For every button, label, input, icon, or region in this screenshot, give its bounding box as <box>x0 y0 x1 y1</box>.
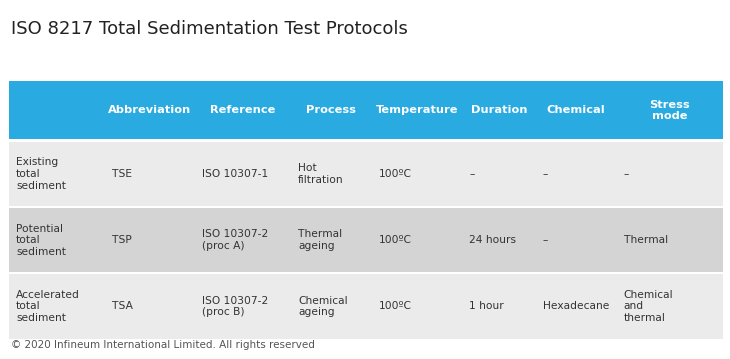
Text: ISO 10307-2
(proc B): ISO 10307-2 (proc B) <box>201 296 268 317</box>
Text: Temperature: Temperature <box>375 105 458 115</box>
Text: TSA: TSA <box>112 302 134 312</box>
Text: 100ºC: 100ºC <box>379 302 412 312</box>
Bar <box>291 142 372 206</box>
Bar <box>105 142 194 206</box>
Text: Hexadecane: Hexadecane <box>543 302 610 312</box>
Bar <box>9 81 105 140</box>
Text: © 2020 Infineum International Limited. All rights reserved: © 2020 Infineum International Limited. A… <box>11 340 315 350</box>
Bar <box>462 81 536 140</box>
Bar <box>536 81 616 140</box>
Text: 24 hours: 24 hours <box>469 235 516 245</box>
Bar <box>9 142 105 206</box>
Bar <box>194 142 291 206</box>
Bar <box>9 272 723 274</box>
Text: Process: Process <box>306 105 356 115</box>
Bar <box>9 206 723 208</box>
Text: TSP: TSP <box>112 235 132 245</box>
Text: Reference: Reference <box>210 105 275 115</box>
Bar <box>194 208 291 272</box>
Text: –: – <box>543 235 548 245</box>
Bar <box>194 274 291 339</box>
Text: Chemical
and
thermal: Chemical and thermal <box>623 290 673 323</box>
Bar <box>9 274 105 339</box>
Bar <box>105 208 194 272</box>
Bar <box>372 274 462 339</box>
Text: –: – <box>623 169 629 179</box>
Text: Accelerated
total
sediment: Accelerated total sediment <box>16 290 80 323</box>
Text: Stress
mode: Stress mode <box>649 99 690 121</box>
Bar <box>9 139 723 141</box>
Bar <box>9 208 105 272</box>
Bar <box>372 81 462 140</box>
Text: TSE: TSE <box>112 169 132 179</box>
Bar <box>536 274 616 339</box>
Bar <box>105 274 194 339</box>
Text: 100ºC: 100ºC <box>379 169 412 179</box>
Text: Abbreviation: Abbreviation <box>108 105 191 115</box>
Bar <box>194 81 291 140</box>
Text: –: – <box>469 169 474 179</box>
Bar <box>616 208 723 272</box>
Bar <box>616 81 723 140</box>
Bar <box>462 142 536 206</box>
Text: 1 hour: 1 hour <box>469 302 504 312</box>
Bar <box>462 274 536 339</box>
Bar <box>536 142 616 206</box>
Bar <box>105 81 194 140</box>
Bar <box>372 208 462 272</box>
Bar <box>291 208 372 272</box>
Text: ISO 10307-1: ISO 10307-1 <box>201 169 268 179</box>
Bar <box>462 208 536 272</box>
Text: ISO 8217 Total Sedimentation Test Protocols: ISO 8217 Total Sedimentation Test Protoc… <box>11 20 408 38</box>
Bar <box>372 142 462 206</box>
Bar <box>536 208 616 272</box>
Bar <box>616 142 723 206</box>
Text: Thermal: Thermal <box>623 235 668 245</box>
Text: ISO 10307-2
(proc A): ISO 10307-2 (proc A) <box>201 229 268 251</box>
Bar <box>291 274 372 339</box>
Text: 100ºC: 100ºC <box>379 235 412 245</box>
Text: Chemical
ageing: Chemical ageing <box>298 296 347 317</box>
Text: Duration: Duration <box>471 105 527 115</box>
Text: Thermal
ageing: Thermal ageing <box>298 229 342 251</box>
Text: Hot
filtration: Hot filtration <box>298 163 344 185</box>
Text: Existing
total
sediment: Existing total sediment <box>16 158 66 191</box>
Text: Chemical: Chemical <box>547 105 605 115</box>
Bar <box>291 81 372 140</box>
Text: –: – <box>543 169 548 179</box>
Text: Potential
total
sediment: Potential total sediment <box>16 224 66 257</box>
Bar <box>616 274 723 339</box>
